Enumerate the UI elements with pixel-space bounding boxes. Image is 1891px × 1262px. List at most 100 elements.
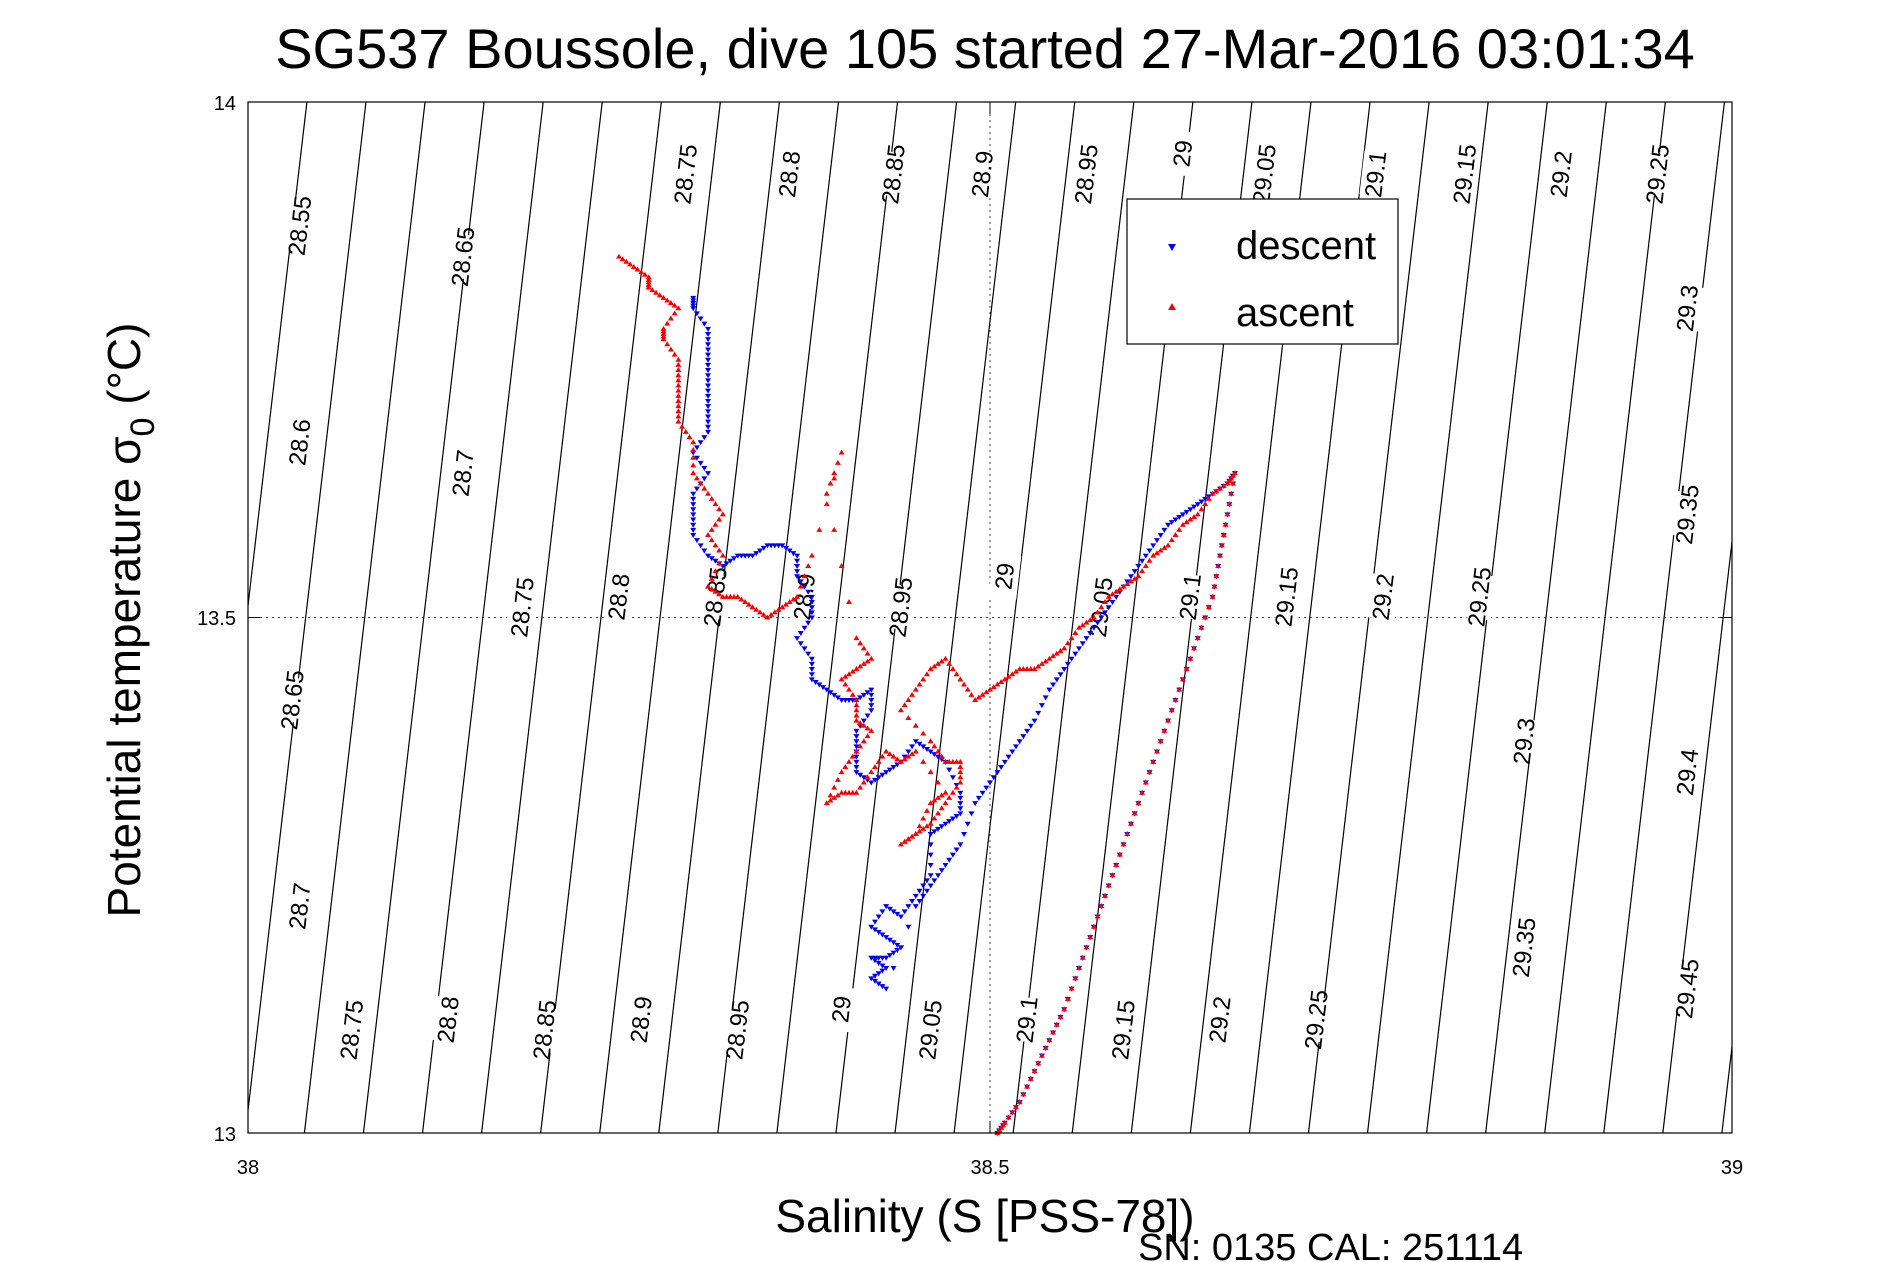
contour-label: 28.9 (967, 149, 999, 199)
ascent-point (909, 833, 916, 839)
ascent-point (1061, 645, 1068, 651)
ascent-point (712, 588, 719, 594)
ascent-point (1124, 831, 1131, 837)
descent-point (871, 978, 878, 984)
ascent-point (1090, 923, 1097, 929)
ascent-point (897, 707, 904, 713)
descent-point (897, 945, 904, 951)
ascent-point (1153, 550, 1160, 556)
ascent-point (957, 676, 964, 682)
ascent-point (1005, 1114, 1012, 1120)
ascent-point (894, 756, 901, 762)
descent-point (782, 545, 789, 551)
ascent-point (935, 748, 942, 754)
contour-label-background (1166, 130, 1200, 178)
ascent-point (675, 305, 682, 311)
ascent-point (1064, 640, 1071, 646)
descent-point (942, 862, 949, 868)
ascent-point (957, 774, 964, 780)
ascent-point (705, 490, 712, 496)
descent-point (1194, 502, 1201, 508)
descent-point (875, 775, 882, 781)
descent-point (1153, 538, 1160, 544)
contour-label-background (1671, 748, 1704, 796)
descent-point (790, 551, 797, 557)
ascent-point (1109, 872, 1116, 878)
ascent-point (923, 823, 930, 829)
ascent-point (853, 696, 860, 702)
descent-point (853, 764, 860, 770)
descent-point (931, 829, 938, 835)
contour-label-background (431, 996, 465, 1044)
ascent-point (916, 681, 923, 687)
ascent-point (756, 609, 763, 615)
descent-point (879, 984, 886, 990)
ascent-point (1161, 544, 1168, 550)
descent-point (868, 687, 875, 693)
descent-point (998, 764, 1005, 770)
ascent-point (935, 660, 942, 666)
ascent-point (716, 516, 723, 522)
ascent-point (1009, 671, 1016, 677)
ascent-point (1150, 552, 1157, 558)
descent-point (705, 471, 712, 477)
ascent-point (660, 333, 667, 339)
descent-point (927, 862, 934, 868)
isopycnal-line (303, 101, 426, 1134)
descent-point (961, 832, 968, 838)
ascent-point (1209, 593, 1216, 599)
ascent-point (693, 475, 700, 481)
ascent-point (645, 276, 652, 282)
descent-point (794, 553, 801, 559)
descent-point (705, 331, 712, 337)
contour-label: 29.2 (1546, 149, 1578, 199)
ascent-point (831, 526, 838, 532)
isopycnal-line (421, 101, 544, 1134)
ascent-point (901, 838, 908, 844)
ascent-point (1020, 1091, 1027, 1097)
descent-point (890, 966, 897, 972)
ascent-point (1194, 511, 1201, 517)
legend-marker-ascent (1168, 303, 1176, 310)
ascent-point (912, 831, 919, 837)
ascent-point (923, 807, 930, 813)
contour-label-background (1671, 284, 1704, 332)
descent-point (705, 368, 712, 374)
descent-point (883, 966, 890, 972)
descent-point (690, 507, 697, 513)
ascent-point (1218, 542, 1225, 548)
ascent-point (716, 591, 723, 597)
x-tick-label: 38 (237, 1157, 259, 1179)
descent-point (705, 393, 712, 399)
descent-point (756, 548, 763, 554)
ascent-point (712, 542, 719, 548)
descent-point (927, 883, 934, 889)
ascent-point (719, 593, 726, 599)
descent-point (949, 852, 956, 858)
ascent-point (998, 678, 1005, 684)
ascent-point (920, 730, 927, 736)
descent-point (690, 295, 697, 301)
legend-box (1126, 198, 1399, 345)
descent-point (883, 770, 890, 776)
ascent-point (768, 611, 775, 617)
contour-label-background (825, 985, 859, 1033)
contour-label-background (1641, 150, 1675, 198)
ascent-point (690, 462, 697, 468)
ascent-point (1220, 532, 1227, 538)
ascent-point (831, 475, 838, 481)
ascent-point (1213, 488, 1220, 494)
ascent-point (860, 738, 867, 744)
descent-point (805, 651, 812, 657)
descent-point (823, 687, 830, 693)
descent-point (923, 746, 930, 752)
ascent-point (1120, 841, 1127, 847)
ascent-point (671, 351, 678, 357)
descent-point (868, 780, 875, 786)
ascent-point (671, 310, 678, 316)
ascent-point (1113, 588, 1120, 594)
ascent-point (846, 599, 853, 605)
contour-label: 29.2 (1368, 572, 1400, 622)
ascent-point (660, 294, 667, 300)
ascent-point (686, 434, 693, 440)
